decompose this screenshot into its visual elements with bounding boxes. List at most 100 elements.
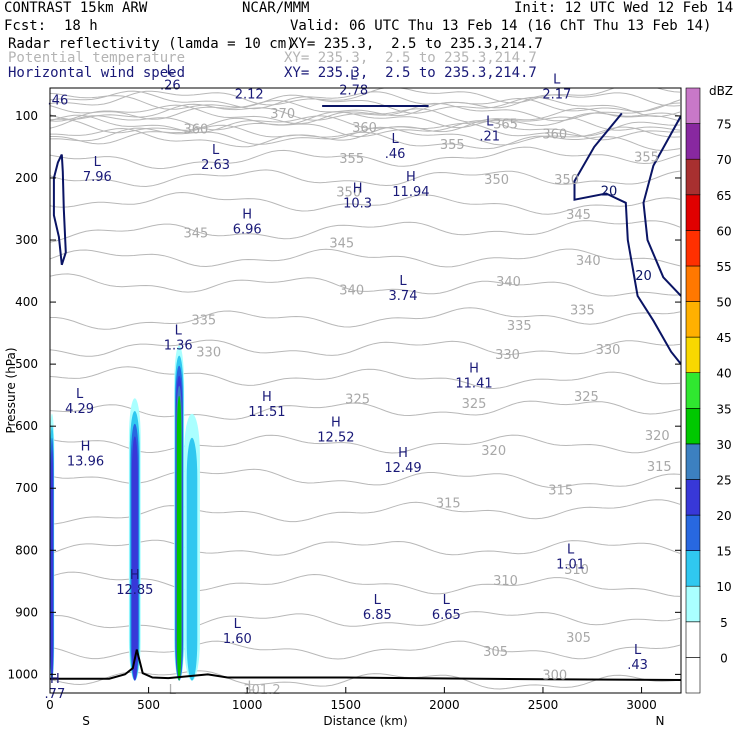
extremum-value: 11.51 (248, 405, 285, 420)
theta-extremum-label: L (169, 683, 177, 698)
theta-contour (50, 273, 681, 297)
y-tick-label: 800 (15, 543, 38, 557)
extremum-value: 13.96 (67, 455, 104, 470)
theta-label: 315 (647, 460, 672, 475)
extremum-marker: H (353, 182, 363, 197)
extremum-marker: H (50, 672, 60, 687)
theta-contour (50, 104, 681, 127)
extremum-marker: L (567, 543, 575, 558)
theta-label: 340 (339, 284, 364, 299)
y-tick-label: 400 (15, 295, 38, 309)
theta-label: 340 (496, 275, 521, 290)
x-axis-label: Distance (km) (323, 714, 407, 728)
reflectivity-cell (131, 436, 138, 681)
colorbar-segment (685, 87, 701, 124)
theta-label: 355 (339, 152, 364, 167)
colorbar-tick-label: 60 (716, 224, 731, 238)
extremum-marker: H (262, 390, 272, 405)
extremum-value: 7.96 (83, 170, 112, 185)
x-tick-label: 2000 (429, 698, 460, 712)
theta-contour (50, 102, 681, 122)
theta-contour (50, 366, 681, 390)
theta-label: 335 (570, 304, 595, 319)
theta-label: 330 (495, 348, 520, 363)
theta-label: 305 (566, 631, 591, 646)
extremum-marker: H (398, 446, 408, 461)
colorbar-tick-label: 75 (716, 118, 731, 132)
extremum-marker: L (486, 115, 494, 130)
theta-label: 330 (196, 346, 221, 361)
extremum-marker: H (130, 568, 140, 583)
theta-label: 335 (507, 319, 532, 334)
extremum-value: 2.63 (201, 158, 230, 173)
colorbar-segment (685, 336, 701, 374)
theta-label: 305 (483, 645, 508, 660)
theta-contour (50, 434, 681, 454)
y-tick-label: 600 (15, 419, 38, 433)
y-tick-label: 300 (15, 233, 38, 247)
theta-extremum-label: 301.2 (243, 683, 280, 698)
theta-contour (50, 611, 681, 631)
theta-contour (50, 90, 681, 110)
extremum-value: .21 (479, 130, 500, 145)
y-tick-label: 200 (15, 171, 38, 185)
extremum-marker: H (406, 170, 416, 185)
theta-contour (50, 126, 681, 146)
theta-label: 350 (554, 173, 579, 188)
x-end-label-north: N (656, 714, 665, 728)
field-xy-wind: XY= 235.3, 2.5 to 235.3,214.7 (284, 65, 537, 81)
colorbar-segment (685, 621, 701, 658)
colorbar-tick-label: 10 (716, 580, 731, 594)
colorbar-segment (685, 123, 701, 160)
extremum-marker: L (399, 274, 407, 289)
extremum-marker: H (242, 208, 252, 223)
theta-contour (50, 499, 681, 525)
axes: 100 200 300 400 500 600 700 800 900 1000 0 500 1000 1… (4, 109, 681, 728)
field-name-wind: Horizontal wind speed (8, 65, 186, 81)
theta-contour (50, 146, 681, 170)
colorbar-segment (685, 585, 701, 623)
theta-contour (50, 670, 681, 690)
extremum-value: 12.85 (116, 583, 153, 598)
theta-contour (50, 640, 681, 660)
theta-label: 325 (345, 392, 370, 407)
extremum-marker: L (167, 64, 175, 79)
extremum-value: 2.78 (339, 84, 368, 99)
extremum-value: 10.3 (343, 197, 372, 212)
theta-label: 315 (548, 484, 573, 499)
theta-label: 345 (183, 227, 208, 242)
theta-label: 320 (481, 444, 506, 459)
extremum-value: 6.96 (233, 223, 262, 238)
theta-label: 310 (493, 574, 518, 589)
y-tick-label: 1000 (7, 667, 38, 681)
extremum-marker: H (331, 416, 341, 431)
theta-contour (50, 248, 681, 268)
y-tick-label: 900 (15, 605, 38, 619)
model-title: CONTRAST 15km ARW (4, 0, 148, 16)
x-tick-label: 500 (137, 698, 160, 712)
extremum-value: 3.74 (389, 289, 418, 304)
theta-label: 320 (645, 429, 670, 444)
y-tick-label: 700 (15, 481, 38, 495)
colorbar-tick-label: 15 (716, 545, 731, 559)
extremum-marker: L (443, 593, 451, 608)
theta-label: 325 (574, 390, 599, 405)
extremum-marker: L (634, 643, 642, 658)
theta-contour (50, 539, 681, 556)
colorbar-tick-label: 65 (716, 189, 731, 203)
forecast-label: Fcst: (4, 18, 47, 34)
colorbar-tick-label: 55 (716, 260, 731, 274)
extremum-marker: L (234, 617, 242, 632)
theta-contour (50, 468, 681, 489)
colorbar-segment (685, 230, 701, 267)
theta-label: 365 (493, 117, 518, 132)
field-xy-theta: XY= 235.3, 2.5 to 235.3,214.7 (284, 50, 537, 66)
theta-contour (50, 191, 681, 215)
extremum-value: 12.52 (317, 431, 354, 446)
theta-label: 330 (596, 343, 621, 358)
field-xy-reflectivity: XY= 235.3, 2.5 to 235.3,214.7 (290, 36, 543, 52)
extremum-value: 6.65 (432, 608, 461, 623)
extremum-marker: L (374, 593, 382, 608)
reflectivity-cell (50, 449, 54, 681)
theta-contour (50, 127, 681, 152)
